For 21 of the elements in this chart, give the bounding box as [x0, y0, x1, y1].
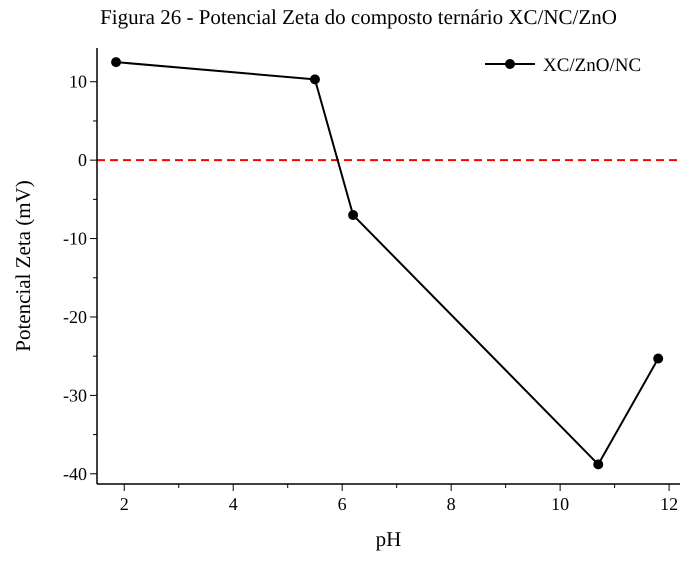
x-tick-label: 10 — [551, 494, 570, 514]
y-tick-label: -40 — [63, 464, 87, 484]
y-tick-label: -30 — [63, 385, 87, 406]
x-tick-label: 4 — [228, 494, 238, 514]
x-tick-label: 2 — [120, 494, 129, 514]
x-tick-label: 6 — [338, 494, 347, 514]
x-tick-label: 12 — [660, 494, 678, 514]
y-tick-label: 0 — [78, 150, 87, 170]
y-tick-label: -20 — [63, 306, 87, 327]
point — [593, 459, 604, 470]
legend-label: XC/ZnO/NC — [543, 55, 642, 76]
point — [111, 57, 122, 68]
x-tick-label: 8 — [446, 494, 456, 514]
point — [310, 74, 320, 84]
point — [348, 210, 358, 220]
x-axis-title: pH — [376, 527, 402, 551]
chart-title: Figura 26 - Potencial Zeta do composto ternário XC/NC/ZnO — [100, 5, 617, 29]
y-axis-title: Potencial Zeta (mV) — [11, 180, 35, 352]
y-tick-label: 10 — [69, 72, 87, 92]
y-tick-label: -10 — [63, 228, 87, 249]
point — [653, 354, 664, 364]
